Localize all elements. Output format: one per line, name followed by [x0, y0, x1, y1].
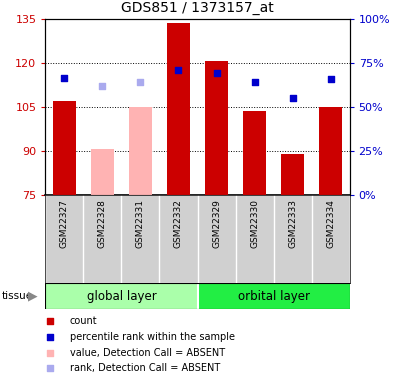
Text: GSM22332: GSM22332: [174, 200, 183, 248]
Text: GSM22334: GSM22334: [326, 200, 335, 248]
Title: GDS851 / 1373157_at: GDS851 / 1373157_at: [121, 1, 274, 15]
Text: orbital layer: orbital layer: [237, 290, 310, 303]
Point: [251, 79, 258, 85]
Point: [213, 70, 220, 76]
Bar: [205, 62, 228, 195]
FancyBboxPatch shape: [45, 283, 198, 309]
Text: value, Detection Call = ABSENT: value, Detection Call = ABSENT: [70, 348, 225, 358]
Bar: [319, 107, 342, 195]
Bar: [53, 101, 76, 195]
Point: [99, 83, 105, 89]
Point: [290, 95, 296, 101]
Text: GSM22333: GSM22333: [288, 200, 297, 248]
Text: GSM22327: GSM22327: [60, 200, 69, 248]
Point: [47, 365, 53, 371]
Bar: [281, 154, 304, 195]
Text: count: count: [70, 316, 97, 326]
Point: [47, 318, 53, 324]
Point: [61, 75, 68, 81]
Text: GSM22329: GSM22329: [212, 200, 221, 248]
Bar: [91, 150, 114, 195]
Point: [47, 350, 53, 355]
Text: ▶: ▶: [28, 290, 38, 303]
Point: [175, 67, 182, 73]
Bar: [167, 23, 190, 195]
Bar: [129, 107, 152, 195]
Text: percentile rank within the sample: percentile rank within the sample: [70, 332, 235, 342]
Text: GSM22328: GSM22328: [98, 200, 107, 248]
Point: [47, 334, 53, 340]
Point: [327, 76, 334, 82]
Text: GSM22331: GSM22331: [136, 200, 145, 248]
Text: GSM22330: GSM22330: [250, 200, 259, 248]
Text: global layer: global layer: [87, 290, 156, 303]
FancyBboxPatch shape: [198, 283, 350, 309]
Text: rank, Detection Call = ABSENT: rank, Detection Call = ABSENT: [70, 363, 220, 374]
Point: [137, 79, 144, 85]
Text: tissue: tissue: [2, 291, 33, 301]
Bar: [243, 111, 266, 195]
